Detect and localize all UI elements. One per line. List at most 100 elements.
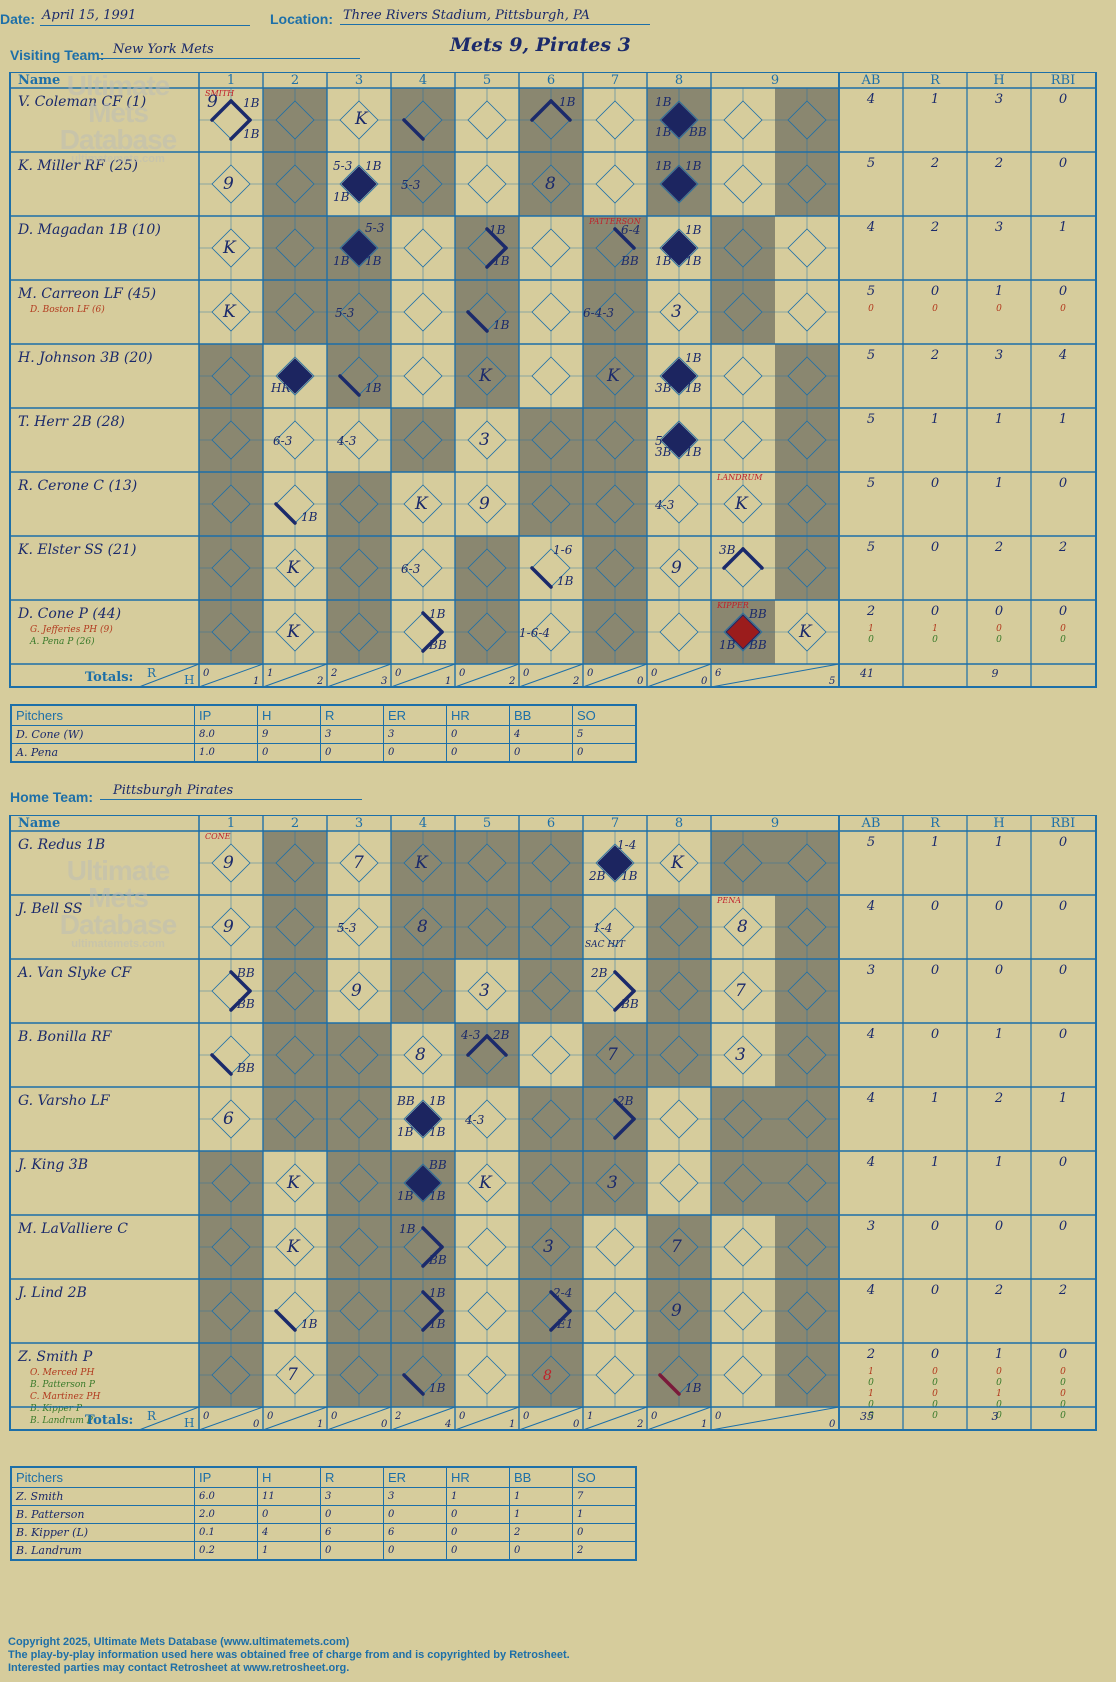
substitute-stat: 1 bbox=[868, 624, 874, 634]
base-diamond bbox=[595, 1163, 635, 1203]
play-notation: 1B bbox=[559, 95, 576, 109]
run-scored-diamond bbox=[277, 358, 313, 394]
play-notation: 7 bbox=[735, 981, 746, 1001]
stat-value: 4 bbox=[866, 899, 875, 914]
substitute-stat: 1 bbox=[932, 624, 938, 634]
base-diamond bbox=[531, 1035, 571, 1075]
cell-guide bbox=[455, 216, 519, 280]
cell-guide bbox=[391, 1279, 455, 1343]
col-header-inning: 8 bbox=[675, 73, 683, 88]
substitute-name: O. Merced PH bbox=[30, 1368, 94, 1378]
base-diamond bbox=[531, 612, 571, 652]
cell-guide bbox=[263, 88, 327, 152]
base-diamond bbox=[211, 1099, 251, 1139]
cell-guide bbox=[263, 1023, 327, 1087]
cell-guide bbox=[775, 280, 839, 344]
pitcher-stat: 1 bbox=[446, 1487, 510, 1506]
base-diamond bbox=[787, 1227, 827, 1267]
stat-value: 0 bbox=[931, 1283, 939, 1298]
col-header-inning: 4 bbox=[419, 73, 427, 88]
stat-value: 1 bbox=[995, 476, 1003, 491]
basepath-segment bbox=[549, 99, 572, 122]
col-header-inning: 1 bbox=[227, 816, 235, 831]
cell-guide bbox=[455, 831, 519, 895]
base-diamond bbox=[595, 548, 635, 588]
play-notation: 1B bbox=[685, 381, 702, 395]
play-notation: K bbox=[606, 366, 621, 386]
play-notation: 1B bbox=[333, 190, 350, 204]
stat-value: 0 bbox=[931, 604, 939, 619]
pitcher-stat: 2.0 bbox=[194, 1505, 258, 1524]
pitcher-name: Z. Smith bbox=[10, 1487, 195, 1506]
cell-guide bbox=[647, 344, 711, 408]
cell-guide bbox=[647, 536, 711, 600]
base-diamond bbox=[531, 356, 571, 396]
stat-value: 5 bbox=[867, 156, 875, 171]
pitcher-row: A. Pena 1.0 0 0 0 0 0 0 bbox=[10, 743, 637, 763]
inning-hits: 1 bbox=[509, 1419, 515, 1430]
play-notation: 1B bbox=[685, 351, 702, 365]
run-scored-diamond bbox=[661, 166, 697, 202]
inning-runs: 1 bbox=[267, 668, 273, 679]
substitute-stat: 0 bbox=[932, 1411, 938, 1421]
cell-guide bbox=[519, 600, 583, 664]
play-notation: K bbox=[286, 1237, 301, 1257]
visiting-team-label: Visiting Team: bbox=[10, 47, 105, 63]
cell-guide bbox=[775, 344, 839, 408]
pitcher-stat: 3 bbox=[383, 725, 447, 744]
pitcher-col-h: H bbox=[257, 704, 321, 726]
pitcher-col-hr: HR bbox=[446, 704, 510, 726]
base-diamond bbox=[723, 843, 763, 883]
totals-divider bbox=[454, 1406, 520, 1431]
cell-guide bbox=[519, 536, 583, 600]
cell-guide bbox=[391, 831, 455, 895]
play-notation: 1B bbox=[301, 1317, 318, 1331]
base-diamond bbox=[723, 971, 763, 1011]
pitcher-name: B. Kipper (L) bbox=[10, 1523, 195, 1542]
play-notation: 1B bbox=[685, 159, 702, 173]
play-notation: K bbox=[286, 622, 301, 642]
base-diamond bbox=[595, 907, 635, 947]
cell-guide bbox=[647, 1023, 711, 1087]
home-pitchers-table: Pitchers IP H R ER HR BB SO Z. Smith 6.0 11 3 3 1 1 7 B.… bbox=[10, 1466, 637, 1561]
substitute-stat: 0 bbox=[932, 1400, 938, 1410]
cell-guide bbox=[263, 408, 327, 472]
cell-guide bbox=[775, 216, 839, 280]
inning-hits: 2 bbox=[316, 676, 323, 687]
base-diamond bbox=[403, 228, 443, 268]
basepath-segment bbox=[658, 1373, 681, 1396]
player-name: V. Coleman CF (1) bbox=[18, 94, 146, 110]
substitute-stat: 1 bbox=[868, 1389, 874, 1399]
cell-guide bbox=[775, 1151, 839, 1215]
base-diamond bbox=[339, 548, 379, 588]
totals-divider bbox=[582, 1406, 648, 1431]
pitcher-col-r: R bbox=[320, 704, 384, 726]
base-diamond bbox=[403, 356, 443, 396]
base-diamond bbox=[595, 1291, 635, 1331]
inning-runs: 0 bbox=[459, 668, 466, 679]
cell-guide bbox=[711, 216, 775, 280]
cell-guide bbox=[263, 536, 327, 600]
base-diamond bbox=[339, 612, 379, 652]
player-name: K. Miller RF (25) bbox=[17, 158, 138, 174]
substitute-stat: 0 bbox=[868, 1400, 874, 1410]
cell-guide bbox=[711, 831, 775, 895]
cell-guide bbox=[199, 600, 263, 664]
player-name: G. Varsho LF bbox=[18, 1093, 111, 1109]
col-header-inning: 9 bbox=[771, 73, 779, 88]
basepath-segment bbox=[613, 970, 636, 993]
base-diamond bbox=[403, 971, 443, 1011]
cell-guide bbox=[263, 216, 327, 280]
stat-value: 1 bbox=[995, 1347, 1003, 1362]
base-diamond bbox=[403, 1163, 443, 1203]
base-diamond bbox=[211, 612, 251, 652]
play-notation: 1B bbox=[493, 318, 510, 332]
cell-guide bbox=[711, 1087, 775, 1151]
cell-guide bbox=[455, 600, 519, 664]
play-notation: E1 bbox=[556, 1317, 573, 1331]
base-diamond bbox=[723, 1227, 763, 1267]
pitcher-name: A. Pena bbox=[10, 743, 195, 763]
cell-guide bbox=[583, 536, 647, 600]
cell-guide bbox=[775, 959, 839, 1023]
